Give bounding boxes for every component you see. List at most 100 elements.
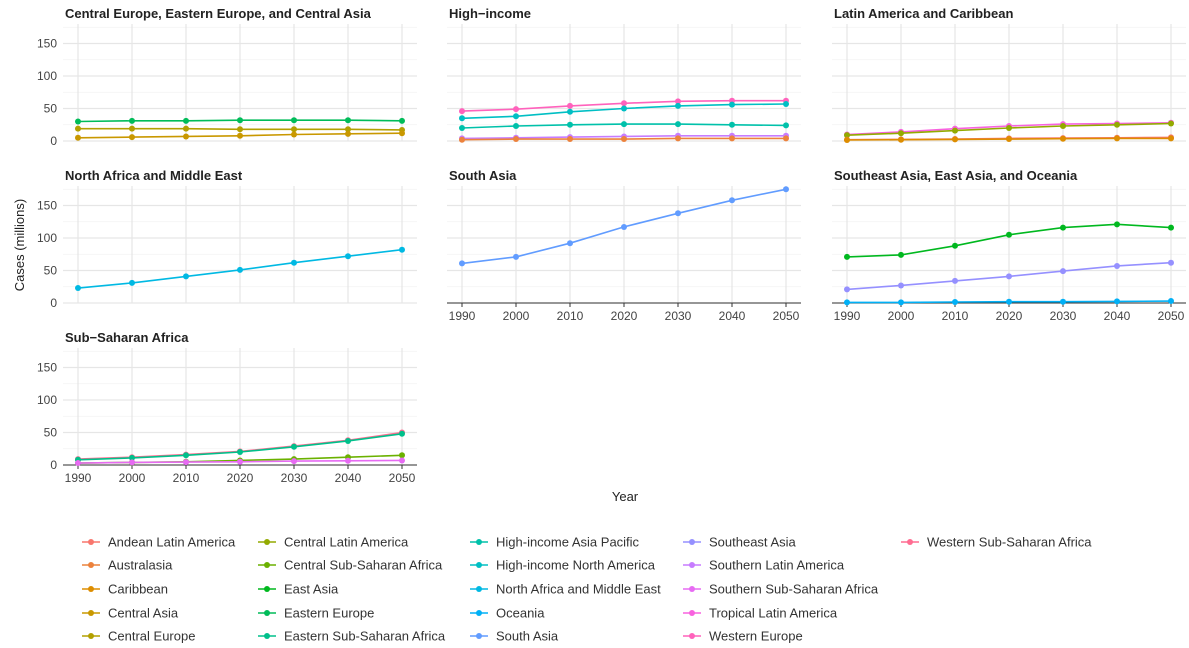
legend-key-point xyxy=(88,562,94,568)
legend-item-central-sub-saharan-africa: Central Sub-Saharan Africa xyxy=(258,558,443,573)
x-tick-label: 2000 xyxy=(888,309,915,323)
data-point xyxy=(952,136,958,143)
legend-item-southeast-asia: Southeast Asia xyxy=(683,535,796,550)
data-point xyxy=(1168,135,1174,142)
legend-label: Southern Latin America xyxy=(709,558,845,573)
data-point xyxy=(345,130,351,137)
data-point xyxy=(898,136,904,143)
legend-item-central-europe: Central Europe xyxy=(82,629,195,644)
legend-item-central-latin-america: Central Latin America xyxy=(258,535,409,550)
panel-central-europe-eastern-europe-and-central-asia: Central Europe, Eastern Europe, and Cent… xyxy=(37,6,417,148)
legend-key-point xyxy=(689,633,695,639)
data-point xyxy=(783,135,789,142)
legend-label: High-income North America xyxy=(496,558,656,573)
data-point xyxy=(567,108,573,115)
legend-item-south-asia: South Asia xyxy=(470,629,559,644)
legend-item-southern-sub-saharan-africa: Southern Sub-Saharan Africa xyxy=(683,582,879,597)
data-point xyxy=(399,457,405,464)
series-oceania xyxy=(844,298,1174,306)
data-point xyxy=(675,102,681,109)
legend-item-western-sub-saharan-africa: Western Sub-Saharan Africa xyxy=(901,535,1092,550)
panel-sub-saharan-africa: Sub−Saharan Africa 0 50 100 150 1990 2000 2010 2… xyxy=(37,330,417,485)
data-point xyxy=(291,458,297,465)
legend-key-point xyxy=(689,562,695,568)
legend-item-caribbean: Caribbean xyxy=(82,582,168,597)
data-point xyxy=(345,437,351,444)
data-point xyxy=(345,117,351,124)
series-east-asia xyxy=(844,221,1174,260)
data-point xyxy=(1060,224,1066,231)
legend-label: Southeast Asia xyxy=(709,535,796,550)
x-tick-label: 1990 xyxy=(834,309,861,323)
panel-southeast-asia-east-asia-and-oceania: Southeast Asia, East Asia, and Oceania 19… xyxy=(832,168,1186,323)
legend-item-australasia: Australasia xyxy=(82,558,173,573)
x-tick-label: 2040 xyxy=(1104,309,1131,323)
x-tick-label: 2010 xyxy=(557,309,584,323)
data-point xyxy=(345,126,351,133)
data-point xyxy=(183,459,189,466)
legend: Andean Latin America Australasia Caribbean… xyxy=(82,535,1092,644)
legend-label: Central Sub-Saharan Africa xyxy=(284,558,443,573)
legend-item-southern-latin-america: Southern Latin America xyxy=(683,558,845,573)
data-point xyxy=(459,115,465,122)
x-tick-label: 2040 xyxy=(719,309,746,323)
data-point xyxy=(898,282,904,289)
data-point xyxy=(237,266,243,273)
data-point xyxy=(729,121,735,128)
data-point xyxy=(844,253,850,260)
data-point xyxy=(844,137,850,144)
panel-title: North Africa and Middle East xyxy=(65,168,243,183)
panel-north-africa-and-middle-east: North Africa and Middle East 0 50 100 150 xyxy=(37,168,417,310)
x-tick-label: 2020 xyxy=(996,309,1023,323)
legend-label: North Africa and Middle East xyxy=(496,582,661,597)
legend-item-high-income-asia-pacific: High-income Asia Pacific xyxy=(470,535,640,550)
legend-label: South Asia xyxy=(496,629,559,644)
legend-key-point xyxy=(689,610,695,616)
x-tick-label: 1990 xyxy=(449,309,476,323)
data-point xyxy=(567,136,573,143)
data-point xyxy=(1168,224,1174,231)
panel-south-asia: South Asia 1990 2000 2010 2020 2030 2040 2050 xyxy=(447,168,801,323)
data-point xyxy=(1114,262,1120,269)
x-tick-label: 2010 xyxy=(173,471,200,485)
data-point xyxy=(621,223,627,230)
y-tick-label: 100 xyxy=(37,393,57,407)
data-point xyxy=(183,133,189,140)
data-point xyxy=(513,123,519,130)
data-point xyxy=(459,136,465,143)
data-point xyxy=(783,122,789,129)
data-point xyxy=(75,134,81,141)
data-point xyxy=(675,98,681,105)
panel-title: Latin America and Caribbean xyxy=(834,6,1013,21)
legend-key-point xyxy=(476,610,482,616)
x-tick-label: 2000 xyxy=(503,309,530,323)
legend-key-point xyxy=(264,562,270,568)
legend-key-point xyxy=(907,539,913,545)
chart-panels: Central Europe, Eastern Europe, and Cent… xyxy=(37,6,1186,485)
data-point xyxy=(844,132,850,139)
x-tick-label: 2030 xyxy=(281,471,308,485)
data-point xyxy=(621,136,627,143)
x-tick-label: 2050 xyxy=(389,471,416,485)
data-point xyxy=(345,253,351,260)
data-point xyxy=(183,117,189,124)
x-tick-label: 2020 xyxy=(227,471,254,485)
data-point xyxy=(675,135,681,142)
legend-key-point xyxy=(689,586,695,592)
panel-title: Southeast Asia, East Asia, and Oceania xyxy=(834,168,1078,183)
x-tick-label: 2000 xyxy=(119,471,146,485)
data-point xyxy=(1006,231,1012,238)
series-high-income-asia-pacific xyxy=(459,121,789,131)
y-tick-label: 50 xyxy=(44,102,58,116)
y-tick-label: 150 xyxy=(37,199,57,213)
legend-key-point xyxy=(264,586,270,592)
legend-label: Oceania xyxy=(496,606,545,621)
y-tick-label: 150 xyxy=(37,361,57,375)
legend-label: Western Sub-Saharan Africa xyxy=(927,535,1092,550)
panel-title: Sub−Saharan Africa xyxy=(65,330,189,345)
data-point xyxy=(291,126,297,133)
x-tick-label: 2020 xyxy=(611,309,638,323)
legend-label: Southern Sub-Saharan Africa xyxy=(709,582,879,597)
y-tick-label: 150 xyxy=(37,37,57,51)
